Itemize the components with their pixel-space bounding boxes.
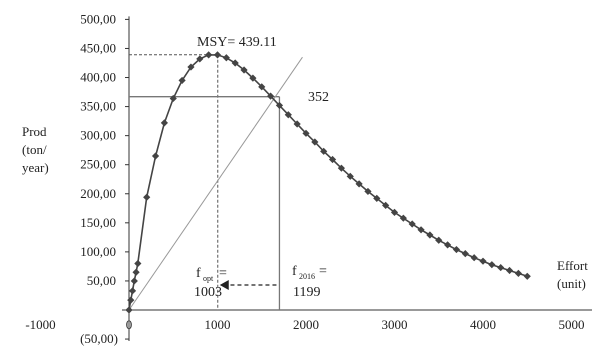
x-tick-label: 2000 — [293, 317, 319, 332]
y-tick-label: 150,00 — [80, 215, 116, 230]
data-point — [417, 226, 425, 234]
y-axis-label: Prod (ton/ year) — [22, 124, 50, 175]
data-point — [328, 155, 337, 164]
x-axis-tick-labels: -1000010002000300040005000 — [25, 317, 584, 332]
f-opt-equals: = — [219, 266, 227, 281]
data-point — [293, 120, 301, 128]
data-point — [497, 263, 505, 272]
data-point — [160, 119, 168, 127]
data-point — [178, 76, 186, 85]
data-point — [426, 231, 434, 239]
data-point — [479, 257, 487, 265]
f-opt-value: 1003 — [194, 285, 222, 300]
data-point — [302, 129, 310, 137]
data-point — [240, 66, 248, 74]
data-point — [213, 51, 222, 59]
f-2016-symbol: f — [292, 264, 297, 279]
data-point — [187, 63, 195, 71]
data-point — [127, 296, 135, 304]
f-2016-value: 1199 — [293, 285, 320, 300]
y-tick-label: 300,00 — [80, 128, 116, 143]
data-point — [488, 261, 496, 269]
data-point — [267, 92, 275, 100]
data-point — [284, 111, 292, 119]
data-points — [125, 51, 531, 314]
f-2016-equals: = — [319, 264, 327, 279]
y-tick-label: 50,00 — [87, 273, 116, 288]
msy-label: MSY= 439.11 — [197, 35, 277, 50]
f-2016-annotation: f 2016 = 1199 — [292, 264, 327, 300]
y-tick-label: 100,00 — [80, 244, 116, 259]
data-point — [320, 147, 328, 155]
data-point — [132, 268, 140, 276]
data-point — [130, 277, 138, 285]
data-point — [382, 201, 390, 209]
data-point — [134, 259, 142, 268]
y-axis-label-line-3: year) — [22, 160, 49, 175]
y-tick-label: (50,00) — [80, 331, 118, 346]
f-opt-annotation: f opt = 1003 — [194, 266, 227, 300]
axes — [122, 16, 592, 342]
x-tick-label: 3000 — [382, 317, 408, 332]
x-tick-label: -1000 — [25, 317, 55, 332]
data-point — [364, 187, 372, 196]
data-point — [249, 74, 257, 82]
data-point — [435, 236, 443, 244]
data-point — [222, 54, 230, 62]
data-point — [143, 193, 151, 201]
data-point — [399, 214, 407, 222]
y-axis-tick-labels: (50,00) 50,00 100,00 150,00 200,00 250,00 300,… — [80, 11, 129, 346]
intersection-value-label: 352 — [308, 90, 329, 105]
x-axis-label-line-1: Effort — [557, 258, 588, 273]
y-axis-label-line-2: (ton/ — [22, 142, 47, 157]
data-point — [169, 94, 177, 103]
data-point — [275, 101, 284, 110]
data-point — [231, 59, 239, 67]
data-point — [196, 55, 204, 63]
data-point — [514, 269, 522, 277]
y-tick-label: 350,00 — [80, 99, 116, 114]
f-2016-subscript: 2016 — [299, 272, 315, 281]
data-point — [452, 245, 461, 254]
x-axis-label-line-2: (unit) — [557, 276, 586, 291]
x-axis-label: Effort (unit) — [557, 258, 591, 291]
y-tick-label: 200,00 — [80, 186, 116, 201]
data-point — [461, 250, 469, 258]
data-point — [523, 272, 531, 280]
y-tick-label: 250,00 — [80, 157, 116, 172]
data-point — [346, 172, 354, 180]
y-tick-label: 500,00 — [80, 11, 116, 26]
y-axis-label-line-1: Prod — [22, 124, 47, 139]
data-point — [408, 220, 416, 228]
cpue-diagonal-line — [128, 56, 303, 311]
data-point — [311, 138, 319, 146]
data-point — [151, 152, 160, 160]
x-tick-label: 4000 — [470, 317, 496, 332]
data-point — [205, 51, 213, 59]
data-point — [128, 287, 137, 295]
y-tick-label: 400,00 — [80, 70, 116, 85]
data-point — [125, 306, 133, 314]
x-tick-label: 1000 — [205, 317, 231, 332]
data-point — [373, 194, 381, 203]
data-point — [470, 254, 478, 262]
dashed-arrow — [219, 280, 277, 290]
data-point — [258, 83, 266, 91]
f-opt-subscript: opt — [203, 274, 214, 283]
data-point — [337, 164, 345, 172]
guide-lines — [128, 54, 303, 311]
data-point — [444, 241, 452, 249]
x-tick-label: 5000 — [559, 317, 585, 332]
data-point — [505, 266, 514, 275]
data-point — [390, 208, 399, 216]
arrow-head — [219, 280, 229, 290]
y-tick-label: 450,00 — [80, 40, 116, 55]
f-opt-symbol: f — [196, 266, 201, 281]
data-point — [355, 180, 363, 188]
